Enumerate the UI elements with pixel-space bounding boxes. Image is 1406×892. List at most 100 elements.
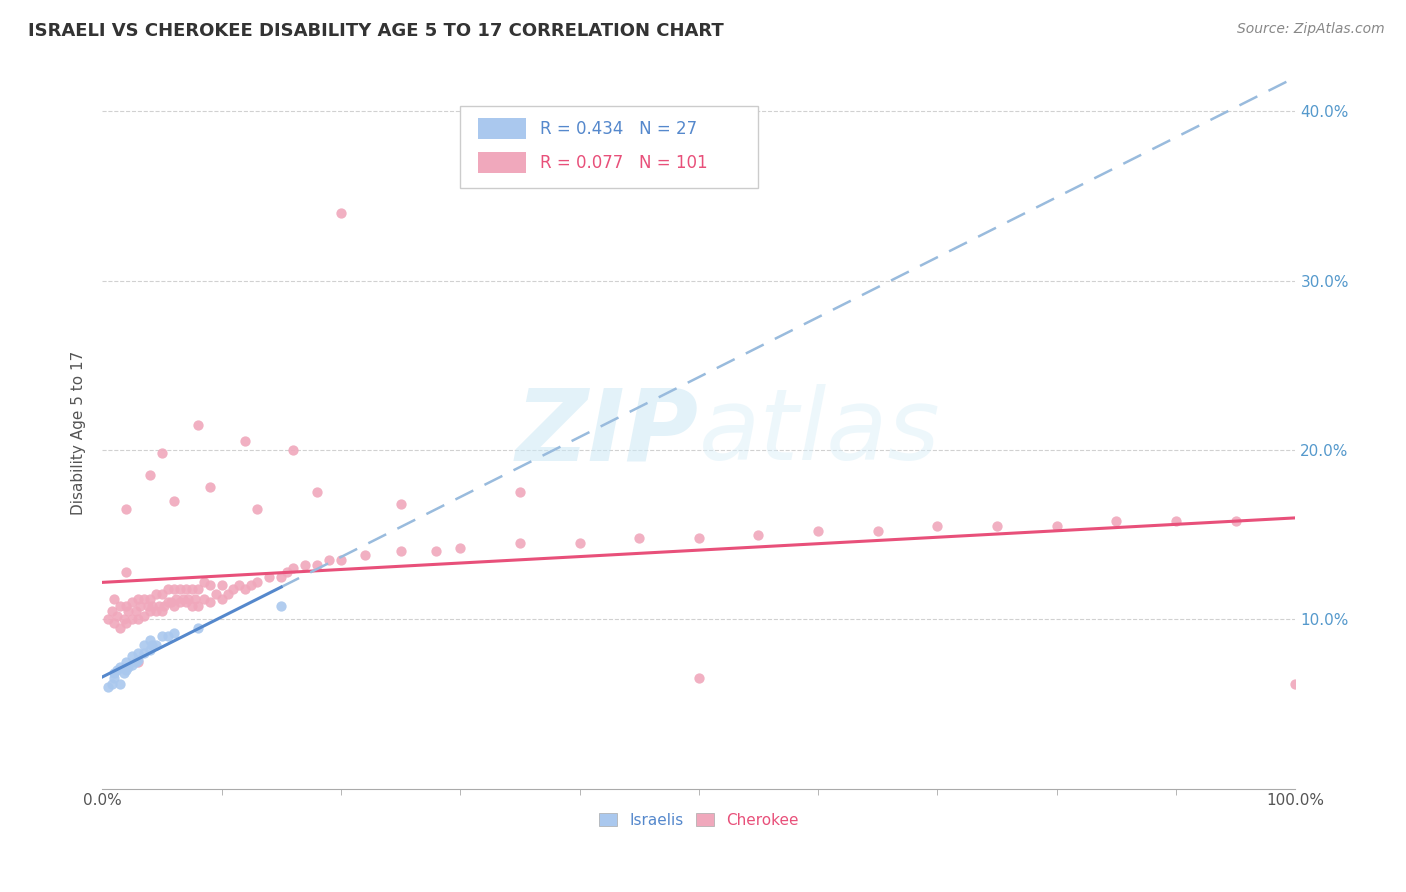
Point [1166, 514, 1188, 528]
Text: Source: ZipAtlas.com: Source: ZipAtlas.com [1237, 22, 1385, 37]
Point [153, 599, 176, 613]
Point [139, 468, 162, 483]
Point [103, 672, 125, 686]
Point [568, 536, 591, 550]
Bar [478, 118, 526, 139]
Point [121, 612, 143, 626]
Point [163, 599, 186, 613]
Point [169, 582, 191, 596]
Point [174, 582, 197, 596]
Point [807, 524, 830, 538]
Point [509, 536, 531, 550]
Point [103, 615, 125, 630]
Point [1225, 514, 1247, 528]
Point [105, 663, 128, 677]
Point [235, 434, 257, 449]
Point [165, 591, 187, 606]
Point [121, 649, 143, 664]
Point [276, 565, 298, 579]
Point [139, 642, 162, 657]
Point [97, 680, 120, 694]
Point [127, 612, 149, 626]
Point [228, 578, 250, 592]
Point [141, 599, 163, 613]
Point [124, 604, 146, 618]
Point [156, 629, 179, 643]
Point [150, 446, 173, 460]
Point [198, 595, 221, 609]
Point [198, 578, 221, 592]
Point [174, 595, 197, 609]
Point [329, 206, 352, 220]
Point [329, 553, 352, 567]
Point [193, 574, 215, 589]
Point [187, 621, 209, 635]
Point [318, 553, 340, 567]
Point [112, 612, 135, 626]
Point [136, 599, 159, 613]
Text: R = 0.077   N = 101: R = 0.077 N = 101 [540, 153, 707, 172]
Point [986, 519, 1008, 533]
Point [628, 531, 651, 545]
Point [108, 599, 131, 613]
Point [100, 676, 122, 690]
Point [112, 666, 135, 681]
Point [127, 655, 149, 669]
Point [121, 657, 143, 672]
Point [103, 666, 125, 681]
Point [389, 497, 412, 511]
Point [163, 493, 186, 508]
Point [105, 608, 128, 623]
Point [132, 646, 155, 660]
Point [509, 485, 531, 500]
Point [449, 541, 471, 555]
Bar [478, 153, 526, 173]
Point [115, 663, 138, 677]
Point [172, 591, 194, 606]
Point [211, 578, 233, 592]
Point [235, 582, 257, 596]
Point [139, 604, 162, 618]
Point [97, 612, 120, 626]
Text: R = 0.434   N = 27: R = 0.434 N = 27 [540, 120, 697, 137]
Point [100, 604, 122, 618]
Point [305, 558, 328, 572]
Point [132, 591, 155, 606]
Point [305, 485, 328, 500]
Point [927, 519, 949, 533]
Point [129, 599, 152, 613]
Point [217, 587, 239, 601]
Point [688, 672, 710, 686]
Point [187, 582, 209, 596]
Point [747, 527, 769, 541]
Point [1046, 519, 1069, 533]
Point [177, 591, 200, 606]
Point [211, 591, 233, 606]
Point [156, 595, 179, 609]
Point [246, 502, 269, 516]
Point [145, 604, 167, 618]
Point [127, 646, 149, 660]
Point [141, 638, 163, 652]
Point [150, 604, 173, 618]
Text: ISRAELI VS CHEROKEE DISABILITY AGE 5 TO 17 CORRELATION CHART: ISRAELI VS CHEROKEE DISABILITY AGE 5 TO … [28, 22, 724, 40]
Point [115, 599, 138, 613]
Point [145, 638, 167, 652]
Point [108, 676, 131, 690]
Point [150, 629, 173, 643]
Point [389, 544, 412, 558]
Point [222, 582, 245, 596]
Point [169, 595, 191, 609]
Point [1105, 514, 1128, 528]
Point [204, 587, 226, 601]
Point [139, 632, 162, 647]
Point [148, 599, 170, 613]
Point [117, 659, 139, 673]
Point [156, 582, 179, 596]
Point [259, 570, 281, 584]
Point [115, 565, 138, 579]
Point [353, 548, 375, 562]
Point [180, 599, 202, 613]
Point [115, 502, 138, 516]
Point [425, 544, 447, 558]
